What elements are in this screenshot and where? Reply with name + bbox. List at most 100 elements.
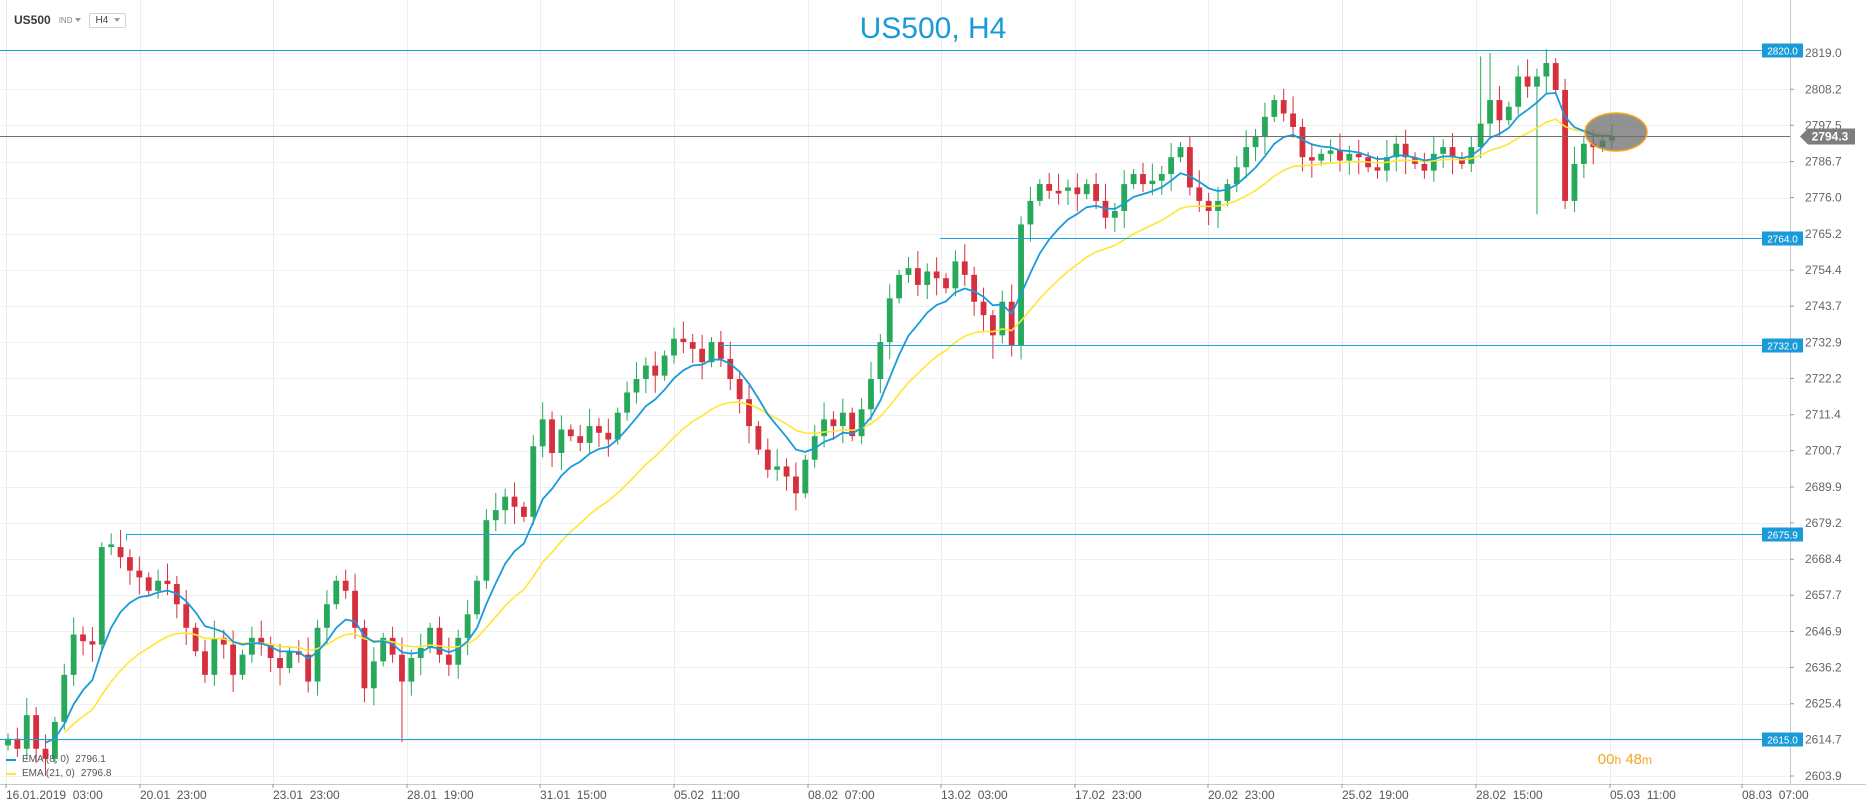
candle-body <box>1430 153 1437 171</box>
x-tick-label: 28.02 15:00 <box>1476 788 1543 802</box>
candle-body <box>1271 100 1278 117</box>
candle-body <box>1580 143 1587 164</box>
candle-body <box>492 510 499 521</box>
candle-body <box>971 274 978 302</box>
level-tag-label: 2764.0 <box>1767 235 1798 246</box>
level-tag <box>1762 527 1803 542</box>
candle-body <box>1121 184 1128 211</box>
symbol-label[interactable]: US500 <box>14 13 51 27</box>
candle-body <box>33 715 40 749</box>
candle-body <box>614 412 621 440</box>
level-tag-label: 2820.0 <box>1767 47 1798 58</box>
timer-hours: 00 <box>1597 751 1615 768</box>
candle-body <box>408 658 415 682</box>
slow-ema-swatch <box>6 773 16 775</box>
candle-body <box>464 614 471 638</box>
level-tag-label: 2675.9 <box>1767 531 1798 542</box>
fast-ema-label: EMA (8, 0) <box>22 754 70 765</box>
candle-body <box>1046 184 1053 191</box>
y-tick-label: 2657.7 <box>1805 588 1842 602</box>
candle-body <box>980 301 987 316</box>
y-tick-label: 2732.9 <box>1805 335 1842 349</box>
candle-body <box>999 301 1006 336</box>
candle-body <box>239 654 246 675</box>
candle-body <box>567 429 574 437</box>
candle-body <box>1140 174 1146 185</box>
candle-body <box>1477 123 1484 148</box>
x-tick-label: 05.02 11:00 <box>674 788 740 802</box>
level-tag <box>1762 43 1803 58</box>
candle-body <box>455 637 462 665</box>
candle-body <box>1337 150 1343 161</box>
candle-body <box>1074 187 1081 195</box>
instrument-type-label: IND <box>58 15 73 25</box>
candle-body <box>943 278 949 289</box>
candle-body <box>661 355 668 376</box>
y-tick-label: 2786.7 <box>1805 155 1842 169</box>
candle-body <box>1233 167 1240 185</box>
candle-body <box>474 580 480 615</box>
candle-body <box>961 261 968 275</box>
candle-body <box>136 570 143 578</box>
timer-minutes: 48 <box>1625 751 1642 768</box>
legend-slow-ema[interactable]: EMA (21, 0) 2796.8 <box>6 767 111 781</box>
level-tag <box>1762 231 1803 246</box>
x-tick-label: 16.01.2019 03:00 <box>6 788 103 802</box>
candle-body <box>1402 143 1409 158</box>
candle-body <box>802 459 809 494</box>
candle-body <box>1018 224 1024 346</box>
y-tick-label: 2646.9 <box>1805 624 1842 638</box>
candle-body <box>202 651 208 675</box>
candle-body <box>1393 143 1400 158</box>
legend-fast-ema[interactable]: EMA (8, 0) 2796.1 <box>6 753 111 767</box>
candle-body <box>886 298 893 343</box>
candle-body <box>352 590 358 628</box>
candle-body <box>267 644 274 659</box>
candle-body <box>1027 200 1034 225</box>
slow-ema-value: 2796.8 <box>80 768 112 779</box>
candle-body <box>1168 157 1175 175</box>
candle-body <box>1299 126 1306 158</box>
candle-body <box>539 419 546 447</box>
last-price-label: 2794.3 <box>1812 130 1849 144</box>
y-tick-label: 2819.0 <box>1805 46 1842 60</box>
x-tick-label: 20.01 23:00 <box>140 788 207 802</box>
candle-body <box>793 476 799 494</box>
candle-body <box>1149 180 1156 185</box>
candle-body <box>1186 147 1193 188</box>
y-tick-label: 2808.2 <box>1805 82 1842 96</box>
timeframe-selector[interactable]: H4 <box>89 12 127 28</box>
candle-body <box>370 661 377 689</box>
candle-body <box>70 634 77 675</box>
candle-body <box>155 580 161 591</box>
candle-body <box>990 315 996 336</box>
candle-body <box>1515 76 1522 107</box>
candle-body <box>1224 184 1231 201</box>
candle-body <box>164 580 171 585</box>
candle-body <box>952 261 959 289</box>
x-tick-label: 08.03 07:00 <box>1742 788 1809 802</box>
candle-body <box>305 654 312 682</box>
candle-body <box>1252 137 1259 148</box>
x-tick-label: 08.02 07:00 <box>808 788 875 802</box>
candle-body <box>14 738 21 749</box>
candle-body <box>1487 100 1493 124</box>
candle-body <box>717 342 724 359</box>
candle-body <box>1008 301 1015 346</box>
candle-body <box>5 738 11 746</box>
candle-body <box>764 449 771 470</box>
fast-ema-swatch <box>6 759 16 761</box>
candle-body <box>727 358 734 380</box>
candle-body <box>1130 174 1137 185</box>
candle-body <box>324 604 330 628</box>
candle-body <box>1552 63 1559 90</box>
candle-body <box>98 547 105 645</box>
candle-body <box>248 637 255 655</box>
chart-toolbar: US500 IND H4 <box>14 10 127 30</box>
candle-body <box>736 379 743 400</box>
candle-body <box>1055 190 1062 194</box>
candle-body <box>596 426 602 433</box>
instrument-type-selector[interactable]: IND <box>59 16 82 25</box>
candle-body <box>708 342 715 363</box>
slow-ema-label: EMA (21, 0) <box>22 768 75 779</box>
